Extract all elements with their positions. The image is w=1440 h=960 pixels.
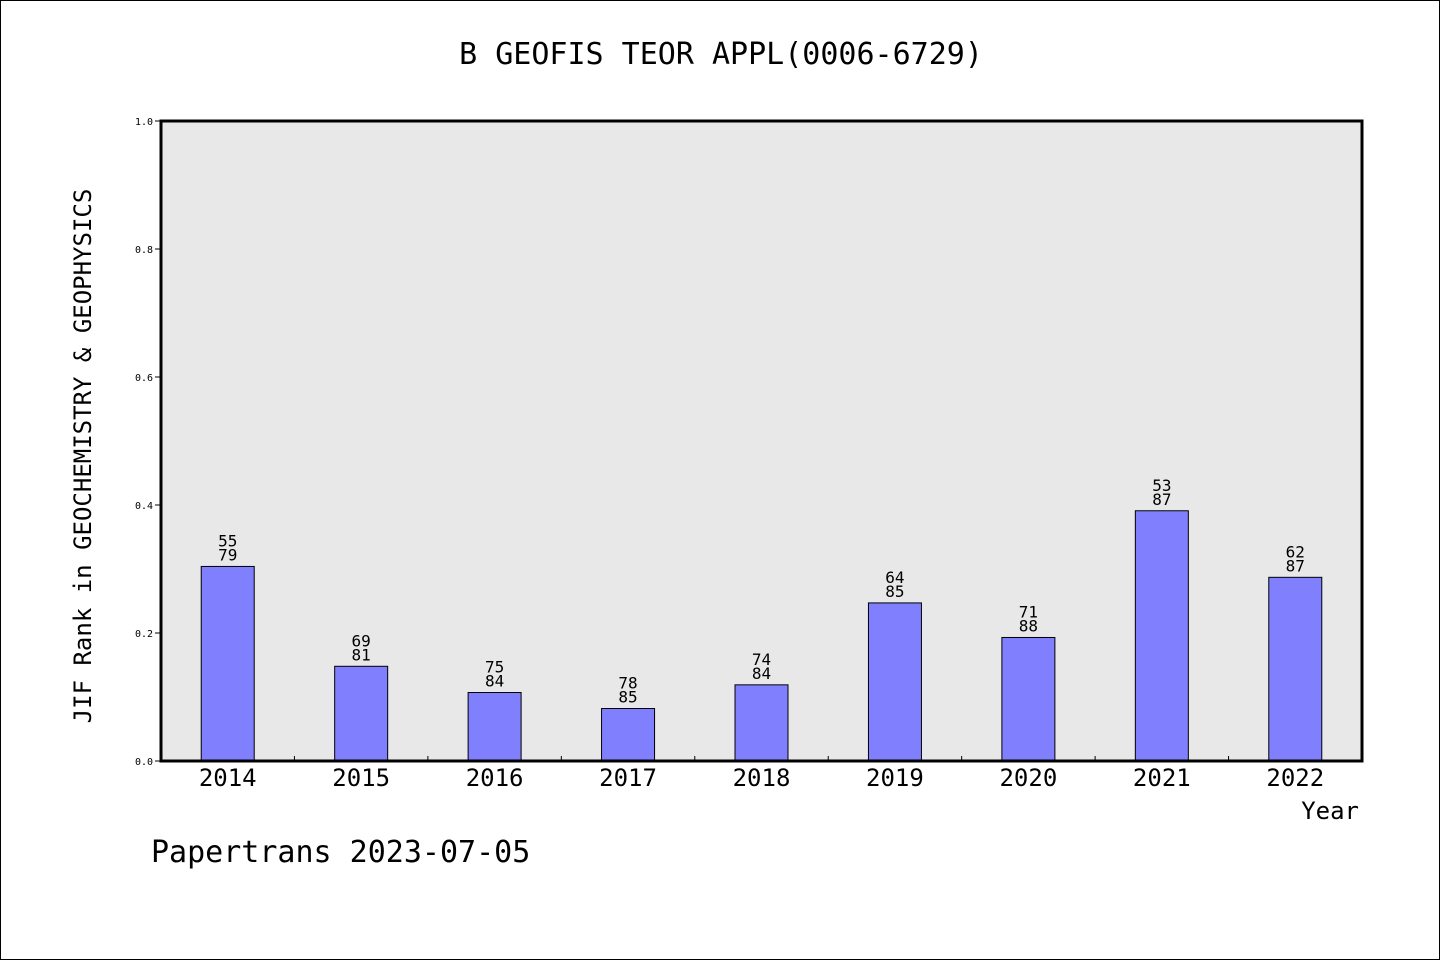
bar-rank-label: 53 [1152,476,1171,495]
bar-rank-label: 78 [618,674,637,693]
bar-total-label: 81 [352,645,371,664]
plot-border [159,119,1364,763]
bar-2017 [601,708,656,762]
bar-rank-label: 62 [1286,542,1305,561]
x-tick-label: 2020 [999,764,1057,792]
y-tick-label: 0.0 [135,757,153,768]
y-tick-label: 0.4 [135,501,153,512]
bar-total-label: 84 [485,672,504,691]
bar-total-label: 87 [1152,490,1171,509]
bar-rank-label: 75 [485,658,504,677]
bar-2014 [200,565,255,762]
bar-2020 [1001,636,1056,762]
bar-2018 [734,684,789,762]
bar-2019 [867,602,922,762]
x-tick-label: 2016 [466,764,524,792]
bar-total-label: 87 [1286,556,1305,575]
x-tick-label: 2017 [599,764,657,792]
x-tick-label: 2015 [332,764,390,792]
x-axis-label: Year [1301,797,1359,825]
y-tick-label: 0.2 [135,629,153,640]
x-tick-label: 2021 [1133,764,1191,792]
bar-rank-label: 71 [1019,602,1038,621]
bar-total-label: 79 [218,545,237,564]
y-tick-label: 0.6 [135,373,153,384]
bar-total-label: 88 [1019,616,1038,635]
x-tick-label: 2022 [1266,764,1324,792]
x-tick-label: 2018 [733,764,791,792]
bar-2015 [334,665,389,762]
footer-credit: Papertrans 2023-07-05 [151,835,531,870]
y-tick-label: 1.0 [135,117,153,128]
bar-2022 [1268,576,1323,762]
x-tick-label: 2014 [199,764,257,792]
y-tick-label: 0.8 [135,245,153,256]
bar-2016 [467,692,522,762]
bar-rank-label: 64 [885,568,904,587]
bar-rank-label: 55 [218,531,237,550]
chart-title: B GEOFIS TEOR APPL(0006-6729) [459,37,983,72]
bar-rank-label: 74 [752,650,771,669]
bar-total-label: 85 [618,688,637,707]
bar-total-label: 85 [885,582,904,601]
bar-2021 [1134,510,1189,762]
bar-rank-label: 69 [352,631,371,650]
bar-total-label: 84 [752,664,771,683]
x-tick-label: 2019 [866,764,924,792]
